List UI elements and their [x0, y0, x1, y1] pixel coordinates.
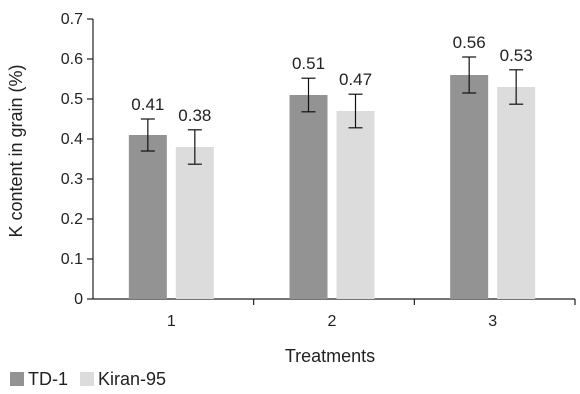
- y-tick-label: 0.2: [61, 211, 83, 228]
- y-tick-label: 0: [74, 291, 83, 308]
- legend-swatch-td-1: [10, 372, 24, 386]
- data-label: 0.41: [131, 95, 164, 114]
- x-tick-label: 3: [488, 313, 497, 330]
- legend-label-kiran-95: Kiran-95: [98, 369, 167, 389]
- bar: [450, 75, 489, 299]
- data-label: 0.51: [292, 54, 325, 73]
- legend: TD-1 Kiran-95: [10, 370, 178, 388]
- y-tick-label: 0.1: [61, 251, 83, 268]
- legend-swatch-kiran-95: [80, 372, 94, 386]
- y-axis: 0 0.1 0.2 0.3 0.4 0.5 0.6 0.7: [61, 11, 94, 308]
- legend-item-kiran-95: Kiran-95: [80, 370, 166, 388]
- x-tick-label: 1: [167, 313, 176, 330]
- y-axis-title: K content in grain (%): [6, 64, 26, 237]
- bar: [336, 111, 375, 299]
- y-tick-label: 0.5: [61, 91, 83, 108]
- legend-item-td-1: TD-1: [10, 370, 68, 388]
- data-label: 0.56: [453, 33, 486, 52]
- y-tick-label: 0.7: [61, 11, 83, 28]
- data-label: 0.47: [339, 70, 372, 89]
- y-tick-label: 0.6: [61, 51, 83, 68]
- legend-label-td-1: TD-1: [28, 369, 68, 389]
- data-label: 0.53: [500, 46, 533, 65]
- y-tick-label: 0.4: [61, 131, 83, 148]
- bar: [497, 87, 536, 299]
- x-tick-label: 2: [328, 313, 337, 330]
- data-label: 0.38: [178, 106, 211, 125]
- bar: [175, 147, 214, 299]
- y-tick-label: 0.3: [61, 171, 83, 188]
- bar: [289, 95, 328, 299]
- x-axis-title: Treatments: [285, 346, 375, 366]
- bars-group: 0.41 0.38 0.51 0.47 0.56 0.53: [128, 33, 536, 299]
- bar: [128, 135, 167, 299]
- x-axis: 1 2 3: [93, 298, 576, 330]
